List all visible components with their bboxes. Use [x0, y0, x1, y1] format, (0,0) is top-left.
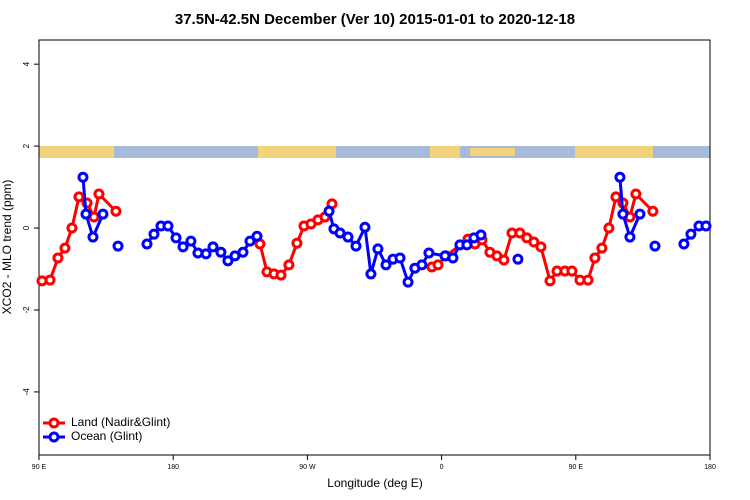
data-point	[87, 231, 99, 243]
data-point	[275, 269, 287, 281]
data-point	[402, 276, 414, 288]
data-point	[323, 205, 335, 217]
y-tick-label: 2	[22, 143, 31, 148]
data-point	[678, 238, 690, 250]
data-point	[610, 191, 622, 203]
map-strip	[39, 146, 710, 158]
data-point	[52, 252, 64, 264]
data-point	[112, 240, 124, 252]
data-point	[498, 254, 510, 266]
data-point	[73, 191, 85, 203]
data-point	[291, 237, 303, 249]
land-strip	[575, 146, 653, 158]
x-tick-label: 180	[167, 464, 179, 471]
data-point	[342, 231, 354, 243]
data-point	[222, 255, 234, 267]
data-point	[215, 246, 227, 258]
data-point	[589, 252, 601, 264]
data-point	[461, 239, 473, 251]
data-point	[535, 241, 547, 253]
data-point	[634, 208, 646, 220]
land-strip	[430, 146, 460, 158]
data-point	[66, 222, 78, 234]
x-tick-label: 0	[440, 464, 444, 471]
data-point	[200, 248, 212, 260]
data-point	[649, 240, 661, 252]
data-point	[624, 231, 636, 243]
data-point	[359, 221, 371, 233]
chart-title: 37.5N-42.5N December (Ver 10) 2015-01-01…	[175, 11, 575, 28]
data-point	[614, 171, 626, 183]
x-tick-label: 180	[704, 464, 716, 471]
data-point	[432, 259, 444, 271]
data-point	[177, 241, 189, 253]
data-point	[141, 238, 153, 250]
data-point	[237, 246, 249, 258]
data-point	[544, 275, 556, 287]
y-tick-label: 4	[22, 61, 31, 66]
data-point	[582, 274, 594, 286]
data-point	[44, 274, 56, 286]
data-point	[244, 235, 256, 247]
land-strip	[470, 148, 515, 156]
ocean-strip	[39, 146, 710, 158]
data-point	[148, 228, 160, 240]
data-point	[93, 188, 105, 200]
legend-label: Ocean (Glint)	[71, 429, 142, 443]
data-point	[685, 228, 697, 240]
data-point	[251, 230, 263, 242]
land-strip	[258, 146, 336, 158]
data-point	[514, 227, 526, 239]
data-point	[603, 222, 615, 234]
y-tick-label: -4	[22, 388, 31, 396]
data-point	[700, 220, 712, 232]
legend-marker	[48, 417, 60, 429]
data-point	[365, 268, 377, 280]
data-point	[350, 240, 362, 252]
data-point	[423, 247, 435, 259]
x-tick-label: 90 E	[32, 464, 47, 471]
data-point	[207, 241, 219, 253]
land-strip	[39, 146, 114, 158]
y-tick-label: -2	[22, 306, 31, 314]
data-point	[647, 205, 659, 217]
data-point	[162, 220, 174, 232]
data-point	[528, 236, 540, 248]
data-point	[59, 242, 71, 254]
x-axis-label: Longitude (deg E)	[327, 476, 422, 490]
data-point	[170, 232, 182, 244]
legend-marker	[48, 431, 60, 443]
y-tick-label: 0	[22, 225, 31, 230]
data-point	[630, 188, 642, 200]
data-point	[80, 208, 92, 220]
legend-label: Land (Nadir&Glint)	[71, 415, 170, 429]
data-point	[617, 208, 629, 220]
data-point	[394, 252, 406, 264]
data-point	[596, 242, 608, 254]
data-point	[372, 243, 384, 255]
data-point	[512, 253, 524, 265]
data-point	[97, 208, 109, 220]
data-point	[334, 227, 346, 239]
x-tick-label: 90 E	[569, 464, 584, 471]
data-point	[110, 205, 122, 217]
data-point	[185, 235, 197, 247]
data-point	[447, 252, 459, 264]
data-point	[283, 259, 295, 271]
data-point	[475, 229, 487, 241]
plot-frame	[38, 39, 711, 456]
y-axis-label: XCO2 - MLO trend (ppm)	[0, 180, 14, 315]
data-point	[380, 259, 392, 271]
data-point	[77, 171, 89, 183]
data-point	[566, 265, 578, 277]
x-tick-label: 90 W	[299, 464, 316, 471]
data-point	[416, 259, 428, 271]
